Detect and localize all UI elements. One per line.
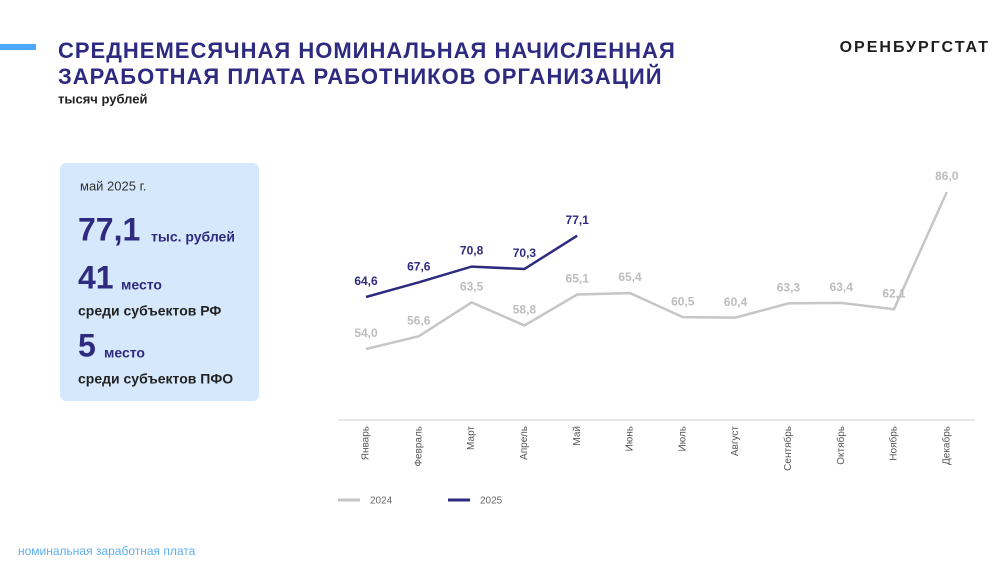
data-label: 54,0 [354, 326, 378, 340]
data-label: 58,8 [513, 303, 537, 317]
x-tick-label: Декабрь [940, 426, 952, 465]
brand: ОРЕНБУРГСТАТ [840, 39, 990, 56]
footer: номинальная заработная плата [18, 544, 196, 558]
data-label: 60,4 [724, 295, 748, 309]
data-label: 63,5 [460, 280, 484, 294]
x-tick-label: Ноябрь [888, 426, 900, 461]
subtitle: тысяч рублей [58, 91, 147, 106]
x-tick-label: Январь [361, 426, 372, 460]
card-rank-word: место [121, 277, 162, 293]
data-label: 70,3 [513, 246, 537, 260]
data-label: 56,6 [407, 313, 431, 327]
series-line [365, 234, 578, 299]
x-tick-label: Июнь [625, 426, 636, 451]
legend-label: 2025 [480, 496, 503, 507]
x-tick-label: Июль [677, 426, 688, 452]
x-tick-label: Сентябрь [782, 426, 794, 471]
x-tick-label: Август [730, 426, 741, 457]
info-card [60, 163, 259, 401]
data-label: 60,5 [671, 294, 695, 308]
card-rank-text: среди субъектов РФ [78, 303, 221, 319]
data-label: 63,3 [777, 281, 801, 295]
data-label: 70,8 [460, 244, 484, 258]
card-value: 77,1 [78, 211, 140, 247]
legend-label: 2024 [370, 496, 393, 507]
data-label: 67,6 [407, 259, 431, 273]
card-date: май 2025 г. [80, 178, 146, 193]
accent-bar [0, 44, 36, 50]
card-rank: 5 [78, 327, 96, 363]
data-label: 77,1 [566, 213, 590, 227]
data-label: 63,4 [830, 280, 854, 294]
card-rank: 41 [78, 259, 114, 295]
card-unit: тыс. рублей [151, 229, 235, 245]
data-label: 86,0 [935, 169, 959, 183]
card-rank-word: место [104, 345, 145, 361]
x-tick-label: Октябрь [835, 426, 847, 465]
x-tick-label: Май [572, 426, 583, 446]
x-tick-label: Февраль [413, 426, 424, 467]
x-tick-label: Апрель [519, 426, 530, 460]
data-label: 65,4 [618, 270, 642, 284]
series-line [365, 191, 948, 351]
title-line: СРЕДНЕМЕСЯЧНАЯ НОМИНАЛЬНАЯ НАЧИСЛЕННАЯ [58, 38, 676, 63]
data-label: 65,1 [566, 272, 590, 286]
data-label: 62,1 [882, 286, 906, 300]
x-tick-label: Март [466, 426, 477, 450]
title-line: ЗАРАБОТНАЯ ПЛАТА РАБОТНИКОВ ОРГАНИЗАЦИЙ [58, 64, 663, 89]
card-rank-text: среди субъектов ПФО [78, 371, 233, 387]
data-label: 64,6 [354, 274, 378, 288]
